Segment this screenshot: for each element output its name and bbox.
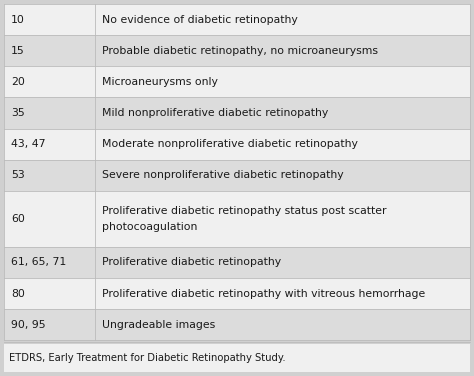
Text: Mild nonproliferative diabetic retinopathy: Mild nonproliferative diabetic retinopat… <box>102 108 328 118</box>
Text: Moderate nonproliferative diabetic retinopathy: Moderate nonproliferative diabetic retin… <box>102 139 358 149</box>
Bar <box>95 97 470 129</box>
Text: photocoagulation: photocoagulation <box>102 222 197 232</box>
Text: No evidence of diabetic retinopathy: No evidence of diabetic retinopathy <box>102 15 298 24</box>
Bar <box>95 278 470 309</box>
Bar <box>4 35 95 66</box>
Text: Microaneurysms only: Microaneurysms only <box>102 77 218 87</box>
Text: ETDRS, Early Treatment for Diabetic Retinopathy Study.: ETDRS, Early Treatment for Diabetic Reti… <box>9 353 285 363</box>
Bar <box>4 160 95 191</box>
Text: 43, 47: 43, 47 <box>11 139 46 149</box>
Bar <box>95 66 470 97</box>
Bar <box>95 309 470 340</box>
Bar <box>95 129 470 160</box>
Text: Proliferative diabetic retinopathy status post scatter: Proliferative diabetic retinopathy statu… <box>102 206 386 216</box>
Text: 60: 60 <box>11 214 25 224</box>
Bar <box>4 278 95 309</box>
Bar <box>4 344 470 372</box>
Text: 90, 95: 90, 95 <box>11 320 46 330</box>
Bar <box>4 4 95 35</box>
Bar <box>95 247 470 278</box>
Bar <box>95 4 470 35</box>
Bar <box>95 160 470 191</box>
Text: 20: 20 <box>11 77 25 87</box>
Bar <box>4 247 95 278</box>
Text: Probable diabetic retinopathy, no microaneurysms: Probable diabetic retinopathy, no microa… <box>102 46 378 56</box>
Bar <box>4 129 95 160</box>
Text: Ungradeable images: Ungradeable images <box>102 320 215 330</box>
Text: Proliferative diabetic retinopathy with vitreous hemorrhage: Proliferative diabetic retinopathy with … <box>102 288 425 299</box>
Text: Proliferative diabetic retinopathy: Proliferative diabetic retinopathy <box>102 258 281 267</box>
Bar <box>4 97 95 129</box>
Text: Severe nonproliferative diabetic retinopathy: Severe nonproliferative diabetic retinop… <box>102 170 344 180</box>
Text: 10: 10 <box>11 15 25 24</box>
Text: 53: 53 <box>11 170 25 180</box>
Bar <box>4 66 95 97</box>
Bar <box>95 35 470 66</box>
Text: 15: 15 <box>11 46 25 56</box>
Text: 61, 65, 71: 61, 65, 71 <box>11 258 66 267</box>
Text: 35: 35 <box>11 108 25 118</box>
Bar <box>4 309 95 340</box>
Text: 80: 80 <box>11 288 25 299</box>
